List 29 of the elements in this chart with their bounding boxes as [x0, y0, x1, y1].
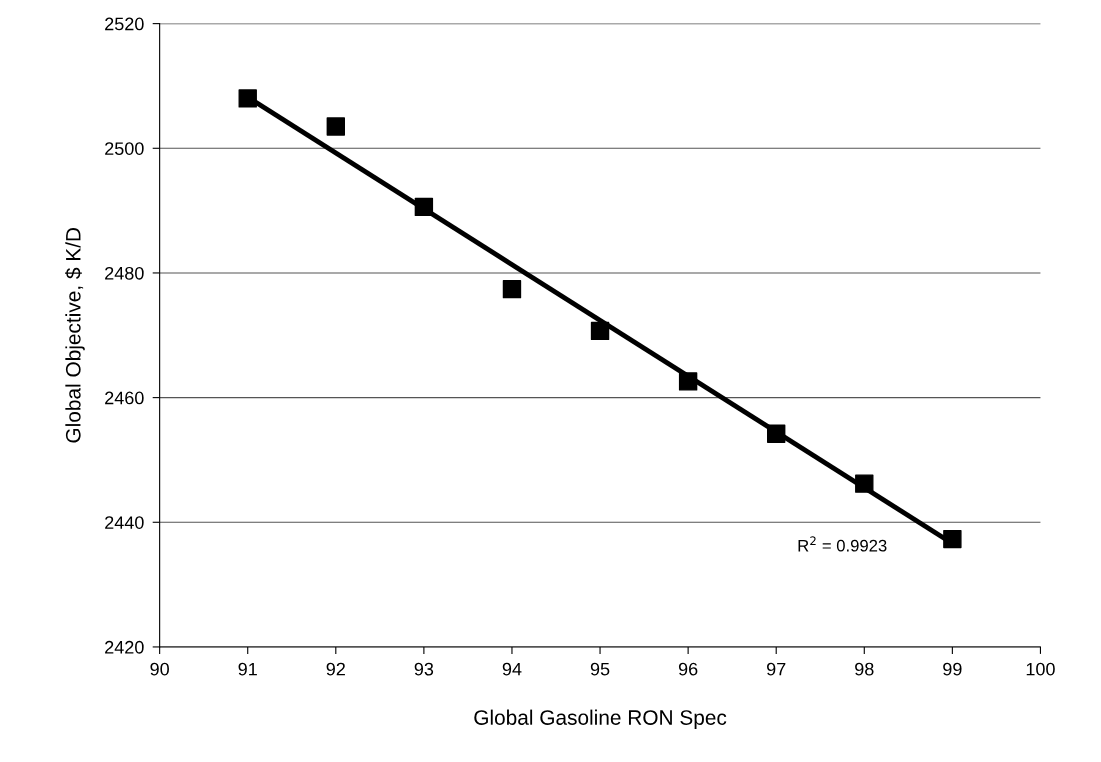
annotation: R$^{2}$ = 0.9923: [798, 536, 887, 552]
point: [678, 372, 698, 391]
point: [238, 89, 257, 108]
y-tick-label: 2440: [105, 516, 144, 529]
point: [767, 424, 786, 443]
y-tick-label: 2480: [105, 266, 144, 280]
y-axis-title: Global Objective, $ K/D: [65, 228, 85, 443]
x-tick-label: 92: [326, 662, 345, 676]
x-tick-label: 95: [590, 662, 610, 676]
x-tick-label: 98: [855, 662, 874, 676]
point: [502, 279, 522, 299]
point: [326, 117, 346, 136]
x-tick-label: 94: [502, 662, 522, 676]
y-tick-label: 2500: [105, 142, 144, 156]
x-tick-label: 91: [238, 662, 257, 676]
x-tick-label: 93: [414, 662, 434, 676]
point: [943, 529, 962, 549]
point: [590, 321, 610, 341]
y-tick-label: 2460: [105, 391, 144, 405]
x-tick-label: 90: [150, 662, 169, 676]
x-axis-title: Global Gasoline RON Spec: [474, 709, 727, 730]
x-tick-label: 96: [678, 662, 698, 676]
x-tick-label: 97: [767, 662, 786, 676]
point: [414, 197, 434, 217]
point: [855, 474, 874, 493]
y-tick-label: 2420: [105, 640, 144, 654]
x-tick-label: 100: [1026, 662, 1055, 676]
y-tick-label: 2520: [105, 17, 144, 31]
x-tick-label: 99: [943, 662, 962, 676]
